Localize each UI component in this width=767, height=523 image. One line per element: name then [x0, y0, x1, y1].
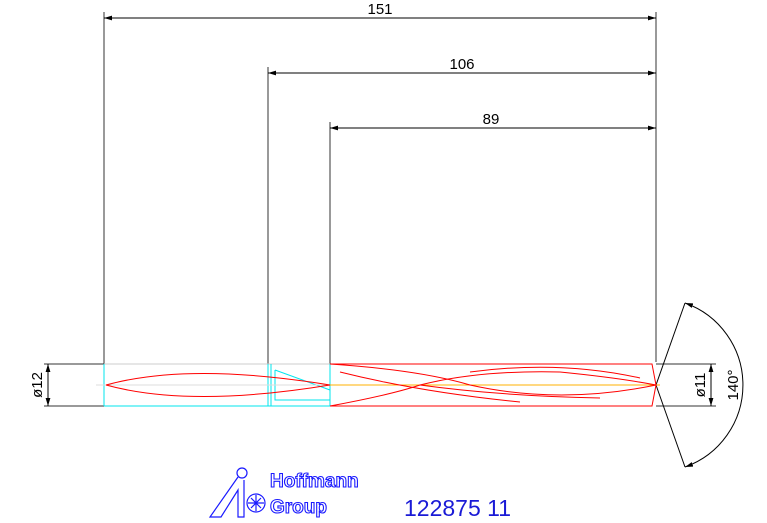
- dim-text-89: 89: [483, 111, 500, 128]
- dim-text-151: 151: [367, 1, 392, 18]
- dim-text-d12: ø12: [29, 372, 46, 398]
- angle-ext-bottom: [655, 384, 686, 468]
- drill-flute: [105, 363, 657, 407]
- angle-ext-top: [655, 302, 686, 386]
- article-number: 122875 11: [404, 495, 511, 521]
- logo-line2: Group: [270, 497, 327, 518]
- dim-text-106: 106: [449, 56, 474, 73]
- dim-text-angle: 140°: [725, 369, 742, 400]
- extension-lines: [44, 12, 716, 407]
- angle-arc-140: [684, 302, 744, 468]
- logo-figure-icon: [208, 467, 266, 518]
- logo-line1: Hoffmann: [270, 471, 359, 492]
- hoffmann-group-logo: Hoffmann Group: [208, 467, 359, 519]
- dim-text-d11: ø11: [692, 373, 709, 398]
